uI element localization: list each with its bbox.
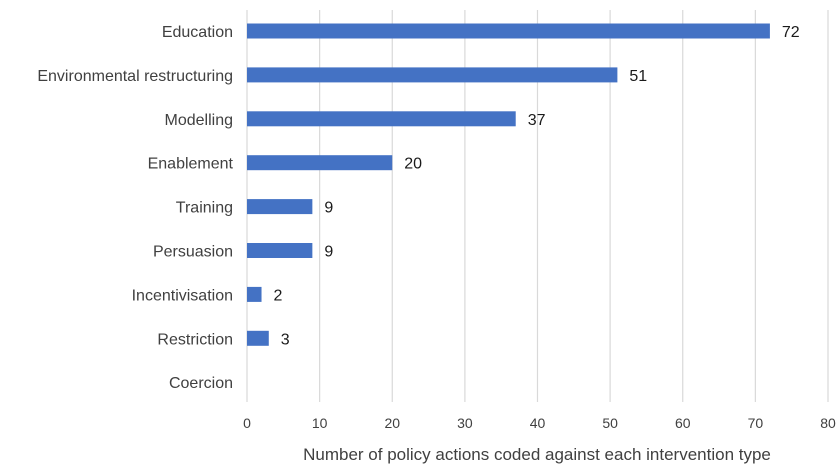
category-label: Coercion [169, 375, 233, 392]
bar-education [247, 23, 770, 39]
category-labels: Education Environmental restructuring Mode… [37, 24, 233, 392]
category-label: Modelling [165, 112, 233, 129]
category-label: Restriction [157, 331, 233, 348]
data-label: 20 [404, 156, 422, 173]
data-label: 9 [324, 200, 333, 217]
bar-training [247, 199, 313, 215]
category-label: Environmental restructuring [37, 68, 233, 85]
bars [247, 23, 770, 346]
data-label: 9 [324, 244, 333, 261]
x-axis-title: Number of policy actions coded against e… [303, 445, 771, 464]
category-label: Persuasion [153, 244, 233, 261]
data-labels: 72 51 37 20 9 9 2 3 [274, 24, 800, 348]
data-label: 2 [274, 287, 283, 304]
bar-restriction [247, 330, 269, 346]
category-label: Training [176, 200, 233, 217]
x-tick-label: 30 [457, 415, 473, 431]
bar-enablement [247, 155, 393, 171]
x-tick-label: 50 [602, 415, 618, 431]
bar-environmental-restructuring [247, 67, 618, 83]
data-label: 37 [528, 112, 546, 129]
x-tick-label: 70 [748, 415, 764, 431]
bar-persuasion [247, 243, 313, 258]
category-label: Incentivisation [132, 287, 233, 304]
category-label: Education [162, 24, 233, 41]
data-label: 51 [629, 68, 647, 85]
x-tick-labels: 0 10 20 30 40 50 60 70 80 [243, 415, 836, 431]
x-tick-label: 40 [530, 415, 546, 431]
category-label: Enablement [148, 156, 234, 173]
data-label: 3 [281, 331, 290, 348]
x-tick-label: 20 [384, 415, 400, 431]
x-tick-label: 10 [312, 415, 328, 431]
bar-modelling [247, 111, 516, 127]
data-label: 72 [782, 24, 800, 41]
x-tick-label: 80 [820, 415, 836, 431]
x-tick-label: 0 [243, 415, 251, 431]
x-tick-label: 60 [675, 415, 691, 431]
bar-incentivisation [247, 286, 262, 302]
